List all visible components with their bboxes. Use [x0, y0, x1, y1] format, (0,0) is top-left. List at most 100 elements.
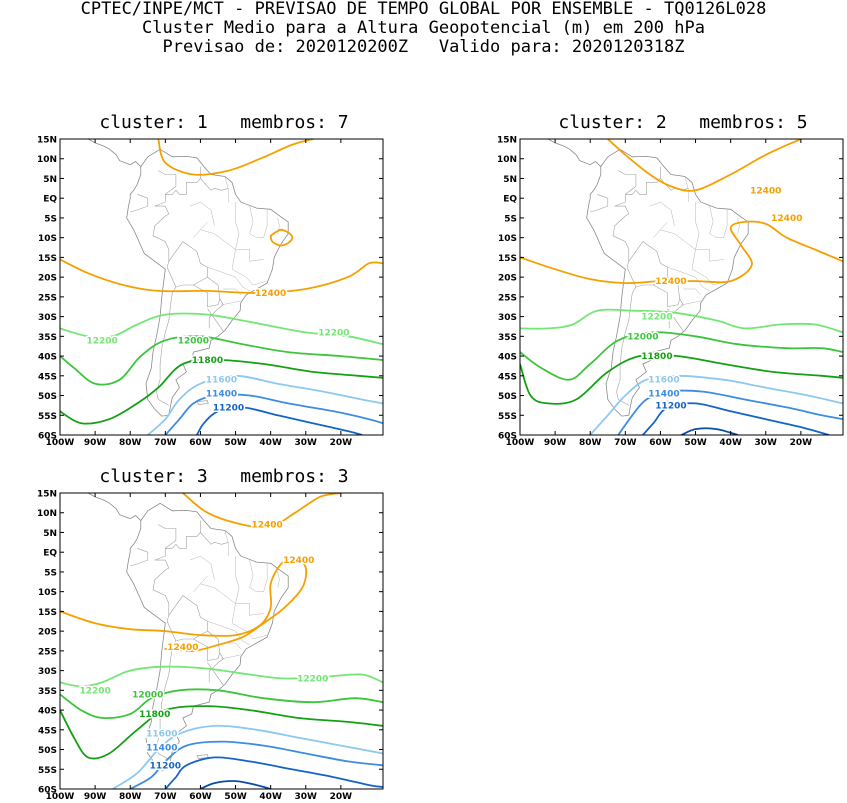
coastline-central-america: [87, 139, 142, 167]
lon-label: 40W: [259, 792, 282, 802]
contour-label-12400: 12400: [750, 186, 781, 196]
country-border: [200, 166, 229, 191]
lon-label: 100W: [506, 438, 535, 448]
header-subtitle: Cluster Medio para a Altura Geopotencial…: [142, 18, 705, 38]
lon-label: 80W: [119, 438, 142, 448]
lat-label: 15S: [38, 254, 57, 264]
contour-11600: [111, 724, 383, 789]
state-border: [235, 556, 240, 604]
state-border: [207, 267, 250, 292]
lat-label: 35S: [38, 687, 57, 697]
contour-12000: [60, 335, 383, 386]
contour-11000: [680, 427, 739, 435]
contour-12400: [606, 139, 802, 192]
state-border: [256, 210, 268, 238]
lat-label: 15N: [37, 136, 57, 146]
country-border: [618, 170, 637, 195]
contour-label-12200: 12200: [86, 336, 117, 346]
lat-label: 10N: [37, 509, 57, 519]
country-border: [590, 194, 609, 213]
country-border: [200, 520, 229, 545]
map-frame: [59, 138, 384, 436]
lon-label: 20W: [790, 438, 813, 448]
lon-label: 20W: [330, 438, 353, 448]
country-border: [152, 569, 170, 622]
lat-label: 20S: [498, 274, 517, 284]
lat-label: 10S: [498, 234, 517, 244]
country-border: [612, 215, 630, 268]
country-border: [156, 267, 177, 406]
country-border: [152, 215, 170, 268]
lon-label: 100W: [46, 792, 75, 802]
lat-label: 5N: [43, 529, 57, 539]
lon-label: 70W: [614, 438, 637, 448]
lon-label: 60W: [189, 438, 212, 448]
lat-label: 25S: [38, 647, 57, 657]
coastline-south-america: [126, 148, 289, 417]
coastline-layer: [547, 139, 749, 417]
lat-label: 60S: [38, 432, 57, 442]
state-border: [189, 201, 215, 226]
lat-label: 25S: [38, 293, 57, 303]
country-border: [154, 178, 201, 207]
lat-label: 35S: [38, 333, 57, 343]
lat-label: 30S: [38, 667, 57, 677]
lon-label: 100W: [46, 438, 75, 448]
state-border: [200, 229, 264, 262]
state-border: [189, 555, 215, 580]
country-border: [130, 548, 149, 567]
contour-label-12400: 12400: [771, 214, 802, 224]
country-border: [158, 170, 177, 195]
contour-label-12200: 12200: [641, 313, 672, 323]
country-border: [208, 298, 224, 329]
state-border: [249, 206, 257, 238]
country-border: [154, 559, 170, 571]
lon-label: 90W: [84, 792, 107, 802]
lat-label: 35S: [498, 333, 517, 343]
state-border: [695, 202, 700, 250]
state-border: [737, 217, 740, 234]
lon-label: 30W: [295, 792, 318, 802]
lat-label: 15S: [38, 608, 57, 618]
contour-11200: [642, 402, 830, 435]
lat-label: 20S: [38, 274, 57, 284]
contour-label-12000: 12000: [132, 690, 163, 700]
state-border: [231, 249, 268, 286]
state-border: [681, 300, 701, 306]
map-panel-1: 12400 12200 12200 12000 11800 11600 11400 11200…: [37, 136, 384, 448]
state-border: [231, 603, 268, 640]
country-border: [154, 205, 170, 217]
country-border: [193, 630, 221, 662]
lat-label: 5N: [43, 175, 57, 185]
contour-12000: [520, 331, 843, 381]
lat-label: 55S: [498, 412, 517, 422]
lon-label: 30W: [755, 438, 778, 448]
coastline-falklands: [196, 400, 209, 405]
lon-label: 50W: [684, 438, 707, 448]
map-panel-3: 12400 12400 12400 12200 12200 12000 11800 11600…: [37, 490, 384, 802]
map-frame: [59, 492, 384, 790]
contour-11800: [60, 705, 383, 760]
contour-11800: [520, 353, 843, 405]
contour-12200: [520, 308, 843, 334]
country-border: [668, 298, 684, 329]
contour-label-11800: 11800: [192, 356, 223, 366]
state-border: [207, 621, 250, 646]
contour-12200: [60, 312, 383, 346]
contour-12400: [157, 139, 314, 176]
lat-label: 10N: [37, 155, 57, 165]
state-border: [716, 210, 728, 238]
lat-label: 15N: [497, 136, 517, 146]
contour-label-12000: 12000: [627, 332, 658, 342]
state-border: [235, 202, 240, 250]
contour-11600: [146, 374, 383, 435]
contour-label-11400: 11400: [648, 390, 679, 400]
coastline-central-america: [87, 493, 142, 521]
lat-label: 50S: [38, 392, 57, 402]
contour-12400: [60, 258, 383, 294]
lat-label: 20S: [38, 628, 57, 638]
country-border: [614, 178, 661, 207]
state-border: [277, 571, 280, 588]
lat-label: 10N: [497, 155, 517, 165]
contour-layer: [520, 139, 843, 435]
